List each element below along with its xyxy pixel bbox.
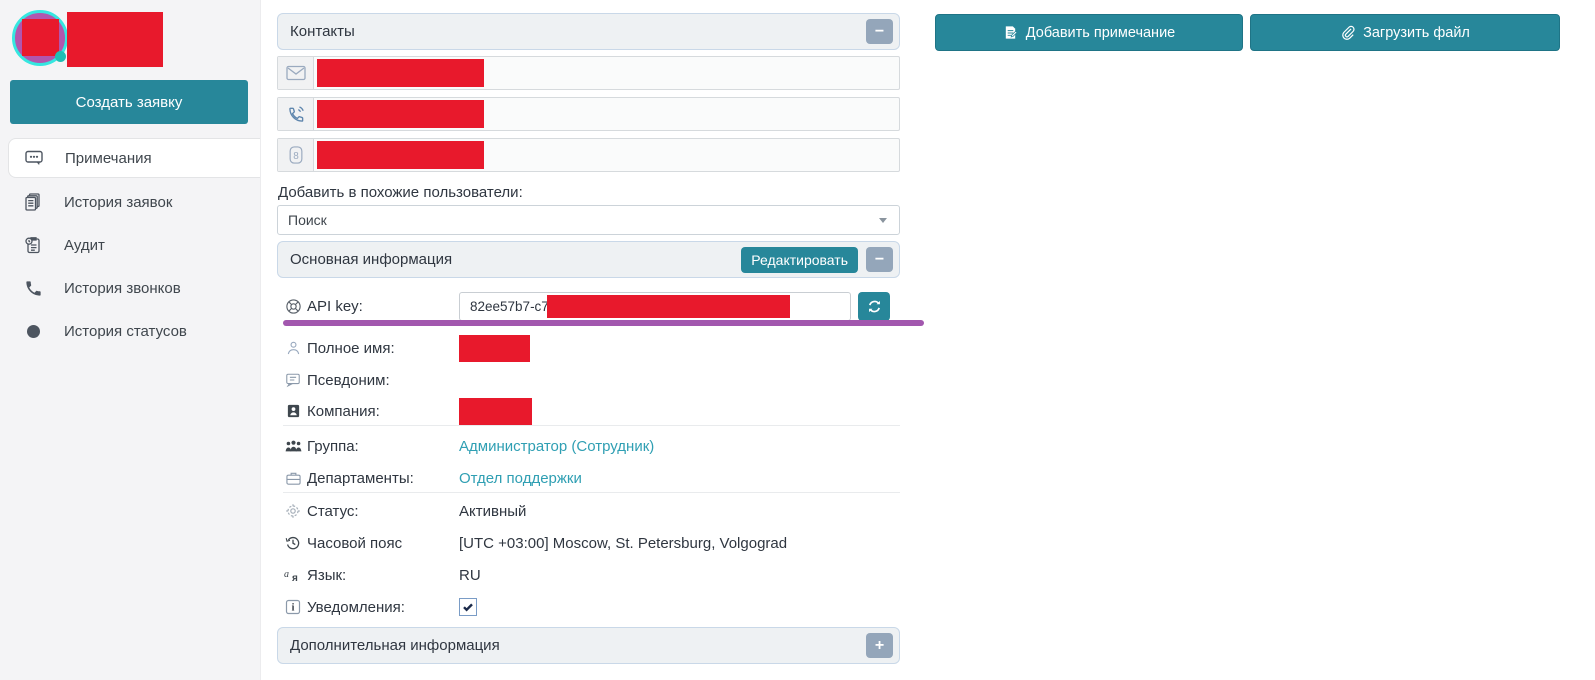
departments-value-link[interactable]: Отдел поддержки <box>459 469 582 487</box>
create-ticket-button[interactable]: Создать заявку <box>10 80 248 124</box>
chat-bubble-icon <box>23 148 45 168</box>
sidebar-item-label: История звонков <box>64 279 181 297</box>
sidebar-item-audit[interactable]: Аудит <box>8 225 260 265</box>
alias-bubble-icon <box>283 372 303 388</box>
notifications-info-icon: i <box>283 599 303 615</box>
svg-text:i: i <box>292 603 295 614</box>
audit-clipboard-icon <box>22 235 44 255</box>
svg-text:8: 8 <box>293 151 299 162</box>
expand-plus-icon[interactable]: + <box>866 633 893 658</box>
company-label: Компания: <box>307 402 380 420</box>
contact-row-phone[interactable] <box>277 97 900 131</box>
departments-label: Департаменты: <box>307 469 414 487</box>
field-row-alias: Псевдоним: <box>277 365 900 395</box>
timezone-clock-icon <box>283 535 303 551</box>
status-label: Статус: <box>307 502 359 520</box>
full-name-label: Полное имя: <box>307 339 395 357</box>
svg-text:a: a <box>284 569 289 580</box>
api-wheel-icon <box>283 298 303 315</box>
sidebar-item-status-history[interactable]: История статусов <box>8 311 260 351</box>
refresh-api-key-button[interactable] <box>858 291 890 321</box>
contacts-panel-title: Контакты <box>290 23 355 40</box>
notifications-label: Уведомления: <box>307 598 405 616</box>
note-icon <box>1005 26 1018 39</box>
api-key-value-redaction <box>547 294 790 318</box>
contacts-panel-header: Контакты − <box>277 13 900 50</box>
field-row-notifications: i Уведомления: <box>277 592 900 622</box>
main-info-panel-header: Основная информация Редактировать − <box>277 241 900 278</box>
divider <box>283 425 900 426</box>
contact-row-messenger[interactable]: 8 <box>277 138 900 172</box>
status-value: Активный <box>459 502 527 520</box>
user-name-redaction <box>67 12 163 67</box>
field-row-departments: Департаменты: Отдел поддержки <box>277 463 900 493</box>
departments-briefcase-icon <box>283 471 303 486</box>
company-value-redaction <box>459 397 532 425</box>
avatar <box>12 10 68 66</box>
paperclip-icon <box>1342 25 1355 40</box>
phone-icon <box>22 279 44 298</box>
company-card-icon <box>283 403 303 419</box>
full-name-value-redaction <box>459 334 530 362</box>
sidebar: Создать заявку Примечания История заявок… <box>0 0 261 680</box>
collapse-minus-icon[interactable]: − <box>866 247 893 272</box>
group-value-link[interactable]: Администратор (Сотрудник) <box>459 437 655 455</box>
svg-text:я: я <box>292 573 298 582</box>
status-gear-icon <box>283 503 303 519</box>
language-label: Язык: <box>307 566 347 584</box>
language-value: RU <box>459 566 481 584</box>
email-value-redaction <box>317 59 484 87</box>
messenger-icon: 8 <box>278 139 314 171</box>
person-icon <box>283 340 303 356</box>
field-row-full-name: Полное имя: <box>277 333 900 363</box>
field-row-timezone: Часовой пояс [UTC +03:00] Moscow, St. Pe… <box>277 528 900 558</box>
additional-info-panel-title: Дополнительная информация <box>290 637 500 654</box>
notifications-checkbox[interactable] <box>459 598 477 616</box>
status-circle-icon <box>22 324 44 338</box>
avatar-redaction <box>22 19 59 56</box>
alias-label: Псевдоним: <box>307 371 390 389</box>
add-note-button[interactable]: Добавить примечание <box>935 14 1243 51</box>
field-row-api-key: API key: <box>277 291 900 321</box>
sidebar-item-notes[interactable]: Примечания <box>8 138 260 178</box>
sidebar-item-label: Аудит <box>64 236 105 254</box>
sidebar-item-label: История статусов <box>64 322 187 340</box>
online-status-dot <box>55 51 66 62</box>
docs-stack-icon <box>22 192 44 212</box>
group-people-icon <box>283 439 303 454</box>
api-key-label: API key: <box>307 297 363 315</box>
checkmark-icon <box>463 603 473 612</box>
sidebar-item-call-history[interactable]: История звонков <box>8 268 260 308</box>
sidebar-item-label: История заявок <box>64 193 173 211</box>
field-row-company: Компания: <box>277 396 900 426</box>
phone-value-redaction <box>317 100 484 128</box>
messenger-value-redaction <box>317 141 484 169</box>
group-label: Группа: <box>307 437 359 455</box>
field-row-group: Группа: Администратор (Сотрудник) <box>277 431 900 461</box>
upload-file-button[interactable]: Загрузить файл <box>1250 14 1560 51</box>
sidebar-item-ticket-history[interactable]: История заявок <box>8 182 260 222</box>
phone-waves-icon <box>278 98 314 130</box>
similar-users-select[interactable]: Поиск <box>277 205 900 235</box>
sidebar-item-label: Примечания <box>65 149 152 167</box>
similar-users-placeholder: Поиск <box>288 212 327 228</box>
chevron-down-icon <box>879 217 887 223</box>
field-row-status: Статус: Активный <box>277 496 900 526</box>
timezone-value: [UTC +03:00] Moscow, St. Petersburg, Vol… <box>459 534 788 552</box>
main-info-panel-title: Основная информация <box>290 251 453 268</box>
edit-button[interactable]: Редактировать <box>741 246 858 273</box>
collapse-minus-icon[interactable]: − <box>866 19 893 44</box>
purple-redaction-line <box>283 320 924 326</box>
email-icon <box>278 57 314 89</box>
refresh-icon <box>868 300 880 312</box>
contact-row-email[interactable] <box>277 56 900 90</box>
additional-info-panel-header: Дополнительная информация + <box>277 627 900 664</box>
divider <box>283 492 900 493</box>
similar-users-label: Добавить в похожие пользователи: <box>278 184 523 201</box>
timezone-label: Часовой пояс <box>307 534 403 552</box>
